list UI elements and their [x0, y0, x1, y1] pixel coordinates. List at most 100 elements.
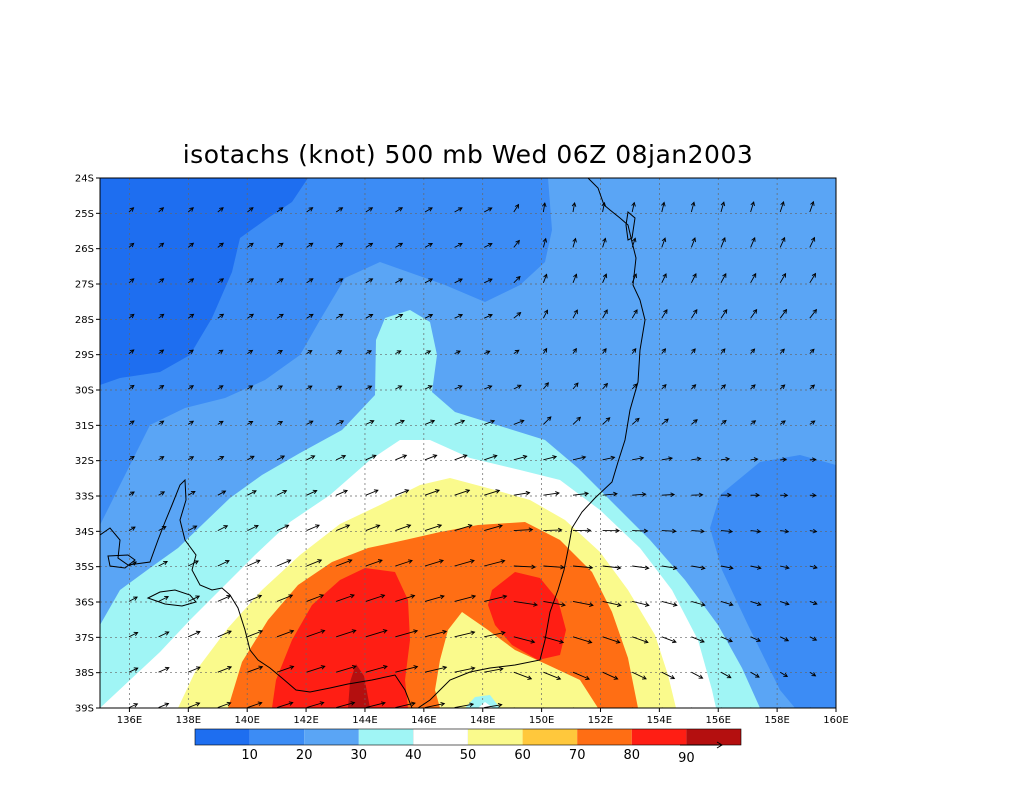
wind-arrow [158, 456, 165, 461]
wind-arrow [572, 455, 587, 461]
wind-arrow [513, 454, 528, 461]
wind-arrow [247, 559, 261, 567]
wind-arrow [424, 350, 432, 355]
wind-arrow [661, 600, 678, 607]
lat-tick-label: 32S [75, 456, 94, 467]
wind-arrow [217, 349, 224, 355]
wind-arrow [661, 671, 676, 680]
wind-arrow [809, 348, 815, 354]
wind-arrow [809, 600, 818, 606]
wind-arrow [424, 313, 434, 319]
wind-arrow [128, 349, 135, 354]
wind-arrow [484, 594, 508, 602]
wind-arrow [276, 701, 294, 708]
wind-arrow [484, 385, 493, 390]
wind-arrow [661, 528, 677, 534]
wind-arrow [720, 308, 728, 319]
wind-arrow [128, 561, 138, 567]
wind-arrow [365, 278, 374, 284]
wind-arrow [188, 702, 201, 708]
lon-tick-label: 156E [706, 715, 731, 726]
wind-arrow [691, 384, 697, 390]
wind-arrow [188, 595, 201, 602]
wind-arrow [365, 385, 373, 390]
wind-arrow [336, 629, 357, 638]
wind-arrow [424, 242, 433, 248]
wind-arrow [750, 272, 757, 284]
colorbar: 10 20 30 40 50 60 70 80 90 [194, 728, 742, 766]
wind-arrow [217, 559, 230, 567]
wind-arrow [217, 595, 232, 602]
wind-arrow [750, 529, 762, 534]
wind-arrow [306, 242, 314, 248]
wind-arrow [691, 492, 704, 498]
wind-arrow [158, 526, 167, 531]
wind-arrow [690, 273, 697, 284]
wind-arrow [188, 630, 201, 638]
lon-tick-label: 146E [411, 715, 436, 726]
lon-tick-label: 138E [176, 715, 201, 726]
wind-arrow [424, 524, 443, 532]
wind-arrow [631, 383, 638, 390]
lat-tick-label: 24S [75, 174, 94, 185]
colorbar-swatch [413, 728, 469, 746]
wind-arrow [335, 242, 344, 248]
wind-arrow [543, 564, 565, 570]
wind-arrow [661, 492, 676, 497]
colorbar-swatch [358, 729, 414, 745]
wind-arrow [187, 385, 194, 390]
wind-arrow [306, 350, 313, 355]
wind-arrow [158, 385, 165, 390]
wind-arrow [691, 600, 706, 607]
lat-tick-label: 27S [75, 280, 94, 291]
lat-tick-label: 33S [75, 492, 94, 503]
lat-tick-label: 30S [75, 386, 94, 397]
wind-arrow [484, 419, 496, 425]
wind-arrow [306, 385, 313, 390]
wind-arrow [276, 559, 292, 567]
wind-arrow [809, 384, 816, 390]
wind-arrow [691, 528, 705, 534]
wind-arrow [306, 594, 325, 602]
wind-arrow [424, 419, 436, 425]
wind-arrow [484, 559, 506, 567]
wind-arrow [424, 278, 434, 284]
wind-arrow [454, 207, 463, 213]
wind-arrow [187, 278, 195, 284]
wind-arrow [720, 529, 734, 534]
colorbar-swatch [249, 729, 305, 745]
isotach-fill [100, 178, 836, 708]
wind-arrow [572, 491, 590, 497]
wind-arrow [365, 420, 375, 425]
wind-arrow [395, 665, 419, 673]
wind-arrow [779, 236, 786, 248]
wind-arrow [661, 309, 668, 319]
wind-arrow [306, 559, 323, 567]
colorbar-swatch [577, 729, 632, 745]
lon-tick-label: 154E [647, 715, 672, 726]
wind-arrow [454, 524, 473, 532]
wind-arrow [661, 237, 667, 248]
wind-arrow [750, 457, 759, 462]
wind-arrow [720, 565, 734, 570]
wind-arrow [602, 565, 622, 570]
wind-arrow [572, 347, 577, 354]
wind-arrow [543, 491, 560, 496]
wind-arrow [632, 492, 647, 497]
wind-arrow [690, 201, 696, 213]
wind-arrow [276, 665, 295, 673]
wind-arrow [780, 492, 789, 498]
wind-arrow [691, 309, 698, 319]
wind-arrow [276, 594, 294, 602]
wind-arrow [158, 596, 169, 602]
wind-arrow [424, 207, 433, 213]
wind-arrow [513, 600, 538, 607]
wind-arrow [484, 489, 501, 496]
wind-arrow [454, 702, 475, 708]
wind-arrow [513, 349, 520, 355]
wind-arrow [661, 636, 677, 644]
wind-arrow [661, 456, 674, 461]
wind-arrow [336, 701, 356, 708]
wind-arrow [631, 309, 638, 319]
wind-arrow [780, 636, 790, 642]
